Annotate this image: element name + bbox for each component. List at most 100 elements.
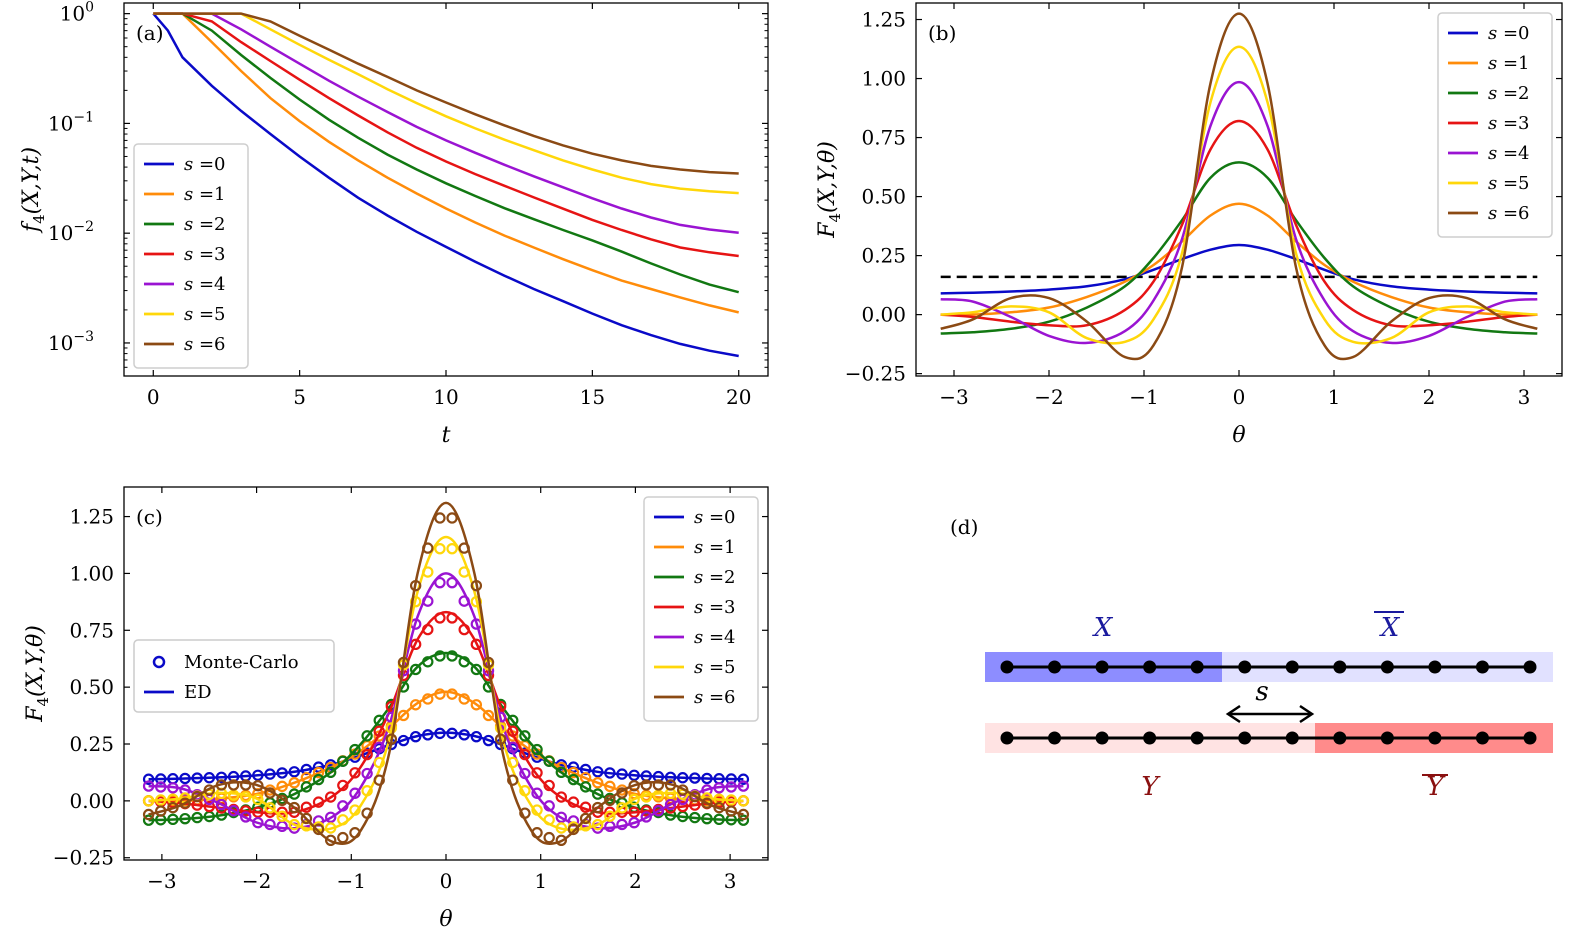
s-label: s: [1255, 677, 1268, 707]
mc-marker: [373, 725, 385, 737]
mc-marker: [628, 793, 640, 806]
x-axis-label: θ: [1232, 423, 1245, 448]
mc-marker: [397, 734, 410, 747]
legend: s =0 s =1 s =2 s =3 s =4 s =5 s =6: [1437, 12, 1553, 238]
top-chain-site: [1000, 660, 1014, 674]
mc-marker: [652, 805, 665, 817]
mc-marker: [725, 805, 737, 817]
y-tick-label: 0.25: [861, 244, 906, 268]
mc-marker: [422, 729, 434, 741]
y-tick-label: 1.25: [861, 8, 906, 32]
top-chain-site: [1380, 660, 1394, 674]
mc-marker: [179, 784, 191, 796]
legend-ed-label: ED: [184, 682, 212, 703]
plot-area: [940, 12, 1538, 361]
mc-marker: [264, 818, 276, 831]
x-tick-label: 15: [580, 385, 605, 409]
axes-frame: [123, 2, 769, 377]
mc-marker: [652, 779, 665, 791]
mc-marker: [276, 794, 288, 806]
x-tick-label: −3: [939, 385, 968, 409]
bottom-chain-site: [1428, 731, 1442, 745]
mc-marker: [701, 797, 713, 809]
mc-marker: [167, 801, 179, 814]
mc-marker: [640, 779, 652, 791]
mc-marker: [725, 794, 737, 806]
ybar-label: Y: [1426, 772, 1446, 802]
mc-marker: [543, 755, 555, 767]
legend-mc-label: Monte-Carlo: [184, 652, 299, 673]
mc-marker: [155, 773, 167, 785]
mc-marker: [701, 772, 713, 785]
mc-marker: [155, 805, 167, 817]
mc-marker: [240, 805, 252, 817]
y-axis-label: F4(X,Y,θ): [23, 625, 52, 723]
mc-marker: [422, 566, 434, 578]
series-line-5: [940, 45, 1538, 345]
mc-marker: [458, 542, 470, 554]
mc-marker: [142, 773, 155, 785]
mc-marker: [288, 777, 300, 789]
mc-marker: [288, 766, 300, 778]
series-line-1: [153, 12, 739, 314]
top-chain-site: [1190, 660, 1204, 674]
series-line-2: [153, 12, 740, 294]
y-tick-label: 0.00: [861, 303, 906, 327]
mc-marker: [409, 663, 422, 676]
mc-marker: [324, 791, 337, 803]
mc-marker: [276, 780, 288, 793]
mc-marker: [349, 743, 361, 756]
mc-marker: [422, 656, 434, 668]
x-tick-label: −3: [147, 869, 176, 893]
mc-marker: [215, 798, 228, 811]
mc-marker: [337, 831, 349, 844]
x-tick-label: 0: [1233, 385, 1246, 409]
x-tick-label: 2: [1423, 385, 1436, 409]
mc-marker: [604, 810, 616, 822]
mc-marker: [567, 761, 580, 773]
series-line-4: [148, 572, 744, 830]
mc-marker: [300, 820, 313, 832]
y-tick-label: 10−3: [48, 329, 94, 355]
bottom-chain-site: [1095, 731, 1109, 745]
mc-marker: [409, 699, 422, 711]
legend-entry: s =1: [184, 184, 226, 205]
mc-marker: [604, 820, 616, 833]
mc-marker: [240, 811, 252, 823]
mc-marker: [337, 800, 349, 812]
mc-marker: [676, 800, 689, 813]
legend-mc-marker: [152, 655, 166, 669]
legend: s =0 s =1 s =2 s =3 s =4 s =5 s =6: [133, 143, 249, 369]
mc-marker: [713, 813, 725, 826]
legend-entry: s =6: [1488, 203, 1530, 224]
mc-marker: [616, 768, 628, 780]
mc-marker: [227, 779, 240, 791]
mc-marker: [361, 767, 373, 780]
mc-marker: [555, 766, 568, 778]
bottom-chain-site: [1048, 731, 1062, 745]
mc-marker: [349, 804, 361, 816]
y-axis-label: F4(X,Y,θ): [815, 141, 844, 239]
mc-marker: [349, 787, 361, 799]
mc-marker: [519, 807, 531, 819]
mc-marker: [543, 831, 555, 844]
bottom-chain-site: [1238, 731, 1252, 745]
mc-marker: [373, 741, 385, 753]
mc-marker: [519, 748, 531, 761]
mc-marker: [470, 699, 483, 711]
mc-marker: [725, 781, 737, 793]
series-line-6: [940, 12, 1538, 361]
x-tick-label: 0: [440, 869, 453, 893]
bottom-chain-site: [1523, 731, 1537, 745]
mc-marker: [446, 512, 458, 524]
mc-marker: [567, 766, 580, 779]
x-tick-label: −1: [337, 869, 366, 893]
legend-entry: s =5: [184, 304, 226, 325]
legend-entry: s =1: [1488, 53, 1530, 74]
mc-marker: [737, 773, 750, 785]
mc-marker: [264, 802, 276, 814]
mc-marker: [664, 771, 677, 783]
mc-marker: [434, 512, 446, 524]
mc-marker: [592, 801, 604, 814]
chart-1: −3 −2 −1 0 1 2 3 −0.25 0.00 0.25 0.50 0.75 1.00 1.25 (…: [815, 2, 1563, 448]
